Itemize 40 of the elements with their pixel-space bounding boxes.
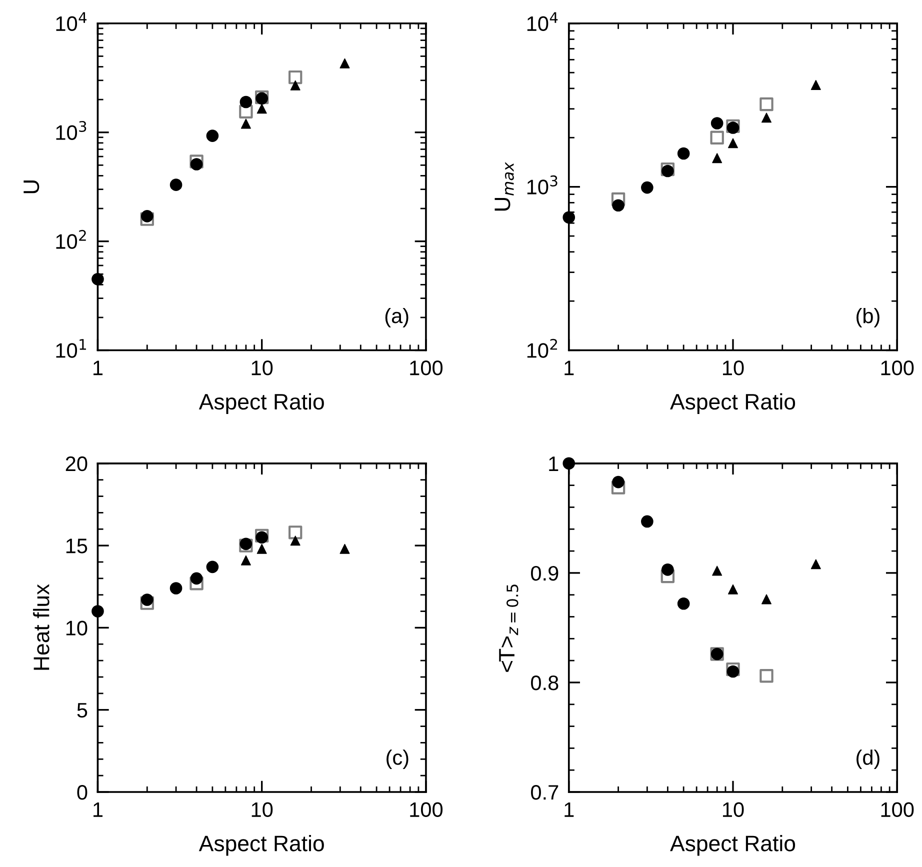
x-tick-label: 10 xyxy=(722,360,744,376)
y-tick-label: 0 xyxy=(77,785,88,800)
y-axis-title: Heat flux xyxy=(33,584,50,670)
x-tick-label: 1 xyxy=(564,360,574,376)
y-tick-label: 10$^{3}$ xyxy=(56,120,86,140)
annotation: (a) xyxy=(385,308,408,328)
y-axis-title: U$_{max}$ xyxy=(494,162,514,211)
x-tick-label: 10 xyxy=(252,802,273,818)
x-tick-label: 100 xyxy=(410,360,443,376)
x-tick-label: 1 xyxy=(94,360,103,376)
y-tick-label: 0.8 xyxy=(531,675,558,690)
x-tick-label: 10 xyxy=(252,360,273,376)
x-tick-label: 100 xyxy=(881,360,914,376)
y-tick-label: 1 xyxy=(549,456,558,471)
annotation: (c) xyxy=(386,750,408,769)
x-tick-label: 1 xyxy=(564,802,574,817)
x-axis-title: Aspect Ratio xyxy=(670,835,796,856)
x-tick-label: 100 xyxy=(881,802,914,818)
x-tick-label: 100 xyxy=(410,802,443,818)
y-tick-label: 10$^{4}$ xyxy=(56,12,87,32)
x-axis-title: Aspect Ratio xyxy=(670,393,796,414)
y-tick-label: 20 xyxy=(66,456,88,472)
y-tick-label: 10$^{4}$ xyxy=(527,12,558,32)
x-axis-title: Aspect Ratio xyxy=(198,835,324,856)
y-axis-title: <T>$_{z=0.5}$ xyxy=(499,584,518,672)
y-tick-label: 15 xyxy=(66,538,88,554)
annotation: (d) xyxy=(856,750,880,769)
y-tick-label: 10 xyxy=(66,620,88,636)
annotation: (b) xyxy=(856,308,880,328)
y-tick-label: 10$^{3}$ xyxy=(527,175,558,194)
y-tick-label: 5 xyxy=(77,703,88,718)
y-tick-label: 10$^{1}$ xyxy=(56,339,86,358)
x-tick-label: 1 xyxy=(94,802,103,817)
y-tick-label: 0.9 xyxy=(531,566,558,581)
x-axis-title: Aspect Ratio xyxy=(198,393,324,414)
x-tick-label: 10 xyxy=(722,802,744,818)
y-tick-label: 10$^{2}$ xyxy=(527,338,558,358)
y-tick-label: 10$^{2}$ xyxy=(56,230,86,249)
y-axis-title: U xyxy=(24,180,40,194)
y-tick-label: 0.7 xyxy=(531,785,558,800)
